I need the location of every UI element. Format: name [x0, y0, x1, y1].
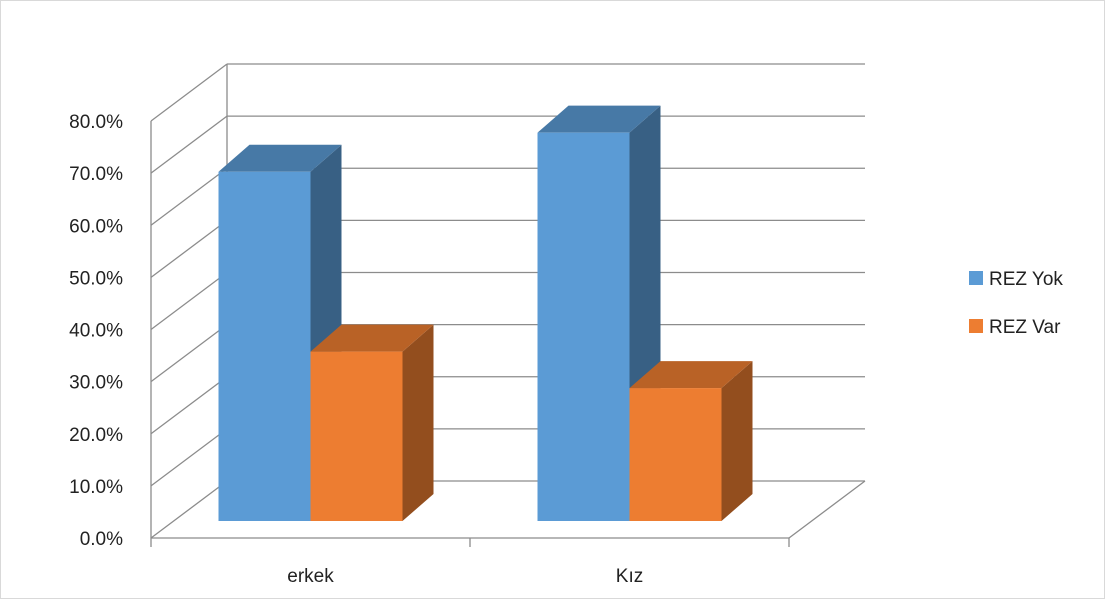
gridline-diagonal	[150, 115, 228, 174]
gridline-diagonal	[150, 480, 228, 539]
bar-front	[537, 132, 630, 521]
bar-front	[310, 351, 403, 521]
bar-rez-var-erkek	[310, 324, 434, 521]
y-tick-label: 30.0%	[69, 373, 123, 394]
floor-right-edge	[788, 480, 866, 539]
y-tick-label: 0.0%	[80, 529, 123, 550]
gridline-diagonal	[150, 219, 228, 278]
gridline-diagonal	[150, 63, 228, 122]
y-tick-label: 50.0%	[69, 268, 123, 289]
legend-swatch	[969, 319, 983, 333]
gridline-diagonal	[150, 324, 228, 383]
gridline-diagonal	[150, 376, 228, 435]
legend-label: REZ Var	[989, 317, 1061, 338]
x-tick-label: Kız	[616, 566, 643, 587]
x-axis-labels: erkek Kız	[287, 566, 643, 587]
legend: REZ Yok REZ Var	[969, 269, 1063, 338]
legend-label: REZ Yok	[989, 269, 1063, 290]
legend-swatch	[969, 271, 983, 285]
bar-front	[629, 388, 722, 521]
x-axis	[150, 537, 790, 547]
bar-front	[218, 171, 311, 521]
bar-top	[218, 144, 342, 172]
gridline-diagonal	[150, 428, 228, 487]
y-tick-label: 60.0%	[69, 216, 123, 237]
y-tick-label: 40.0%	[69, 321, 123, 342]
y-tick-label: 20.0%	[69, 425, 123, 446]
bar-top	[310, 324, 434, 352]
gridline-diagonal	[150, 167, 228, 226]
bar-side	[721, 361, 753, 521]
bar-top	[629, 361, 753, 389]
bar-rez-var-kız	[629, 361, 753, 521]
y-tick-label: 10.0%	[69, 477, 123, 498]
y-axis-ticks: 0.0% 10.0% 20.0% 30.0% 40.0% 50.0% 60.0% 70.0% 8…	[69, 112, 123, 550]
bars	[218, 105, 753, 521]
bar-top	[537, 105, 661, 133]
x-tick-label: erkek	[287, 566, 334, 587]
gridline-diagonal	[150, 271, 228, 331]
y-tick-label: 80.0%	[69, 112, 123, 133]
bar-side	[402, 324, 434, 521]
y-tick-label: 70.0%	[69, 164, 123, 185]
